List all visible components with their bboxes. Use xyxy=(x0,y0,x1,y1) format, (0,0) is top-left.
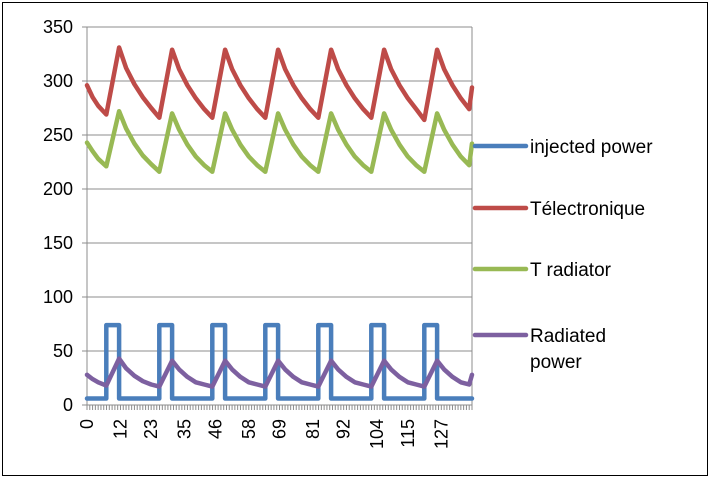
x-tick-label: 92 xyxy=(334,419,354,439)
x-tick-label: 0 xyxy=(77,419,97,429)
y-tick-label: 150 xyxy=(43,233,73,253)
series-line-4 xyxy=(84,356,475,389)
legend-label: injected power xyxy=(530,137,653,158)
y-tick-label: 50 xyxy=(53,341,73,361)
x-tick-label: 115 xyxy=(398,419,418,448)
x-tick-label: 127 xyxy=(431,419,451,449)
series-line-2 xyxy=(84,45,475,123)
series-line-3 xyxy=(84,108,475,174)
x-tick-label: 23 xyxy=(141,419,161,439)
legend-label: Télectronique xyxy=(530,199,645,220)
legend: injected power Télectronique T radiator Rad… xyxy=(472,137,653,373)
x-tick-label: 104 xyxy=(367,419,387,449)
x-axis: 0 12 23 35 46 58 69 81 92 104 115 127 xyxy=(77,404,473,449)
series-lines xyxy=(84,45,475,401)
x-tick-label: 35 xyxy=(175,419,195,439)
series-line-1 xyxy=(84,322,475,401)
y-tick-label: 200 xyxy=(43,179,73,199)
y-tick-label: 350 xyxy=(43,17,73,37)
y-tick-label: 0 xyxy=(63,395,73,415)
legend-label: T radiator xyxy=(530,260,612,281)
x-tick-label: 58 xyxy=(239,419,259,439)
y-tick-label: 250 xyxy=(43,125,73,145)
x-tick-label: 69 xyxy=(270,419,290,439)
x-tick-label: 81 xyxy=(303,419,323,439)
y-tick-label: 300 xyxy=(43,71,73,91)
y-tick-label: 100 xyxy=(43,287,73,307)
legend-label: Radiated power xyxy=(530,326,606,373)
x-tick-label: 46 xyxy=(205,419,225,439)
x-tick-label: 12 xyxy=(110,419,130,439)
